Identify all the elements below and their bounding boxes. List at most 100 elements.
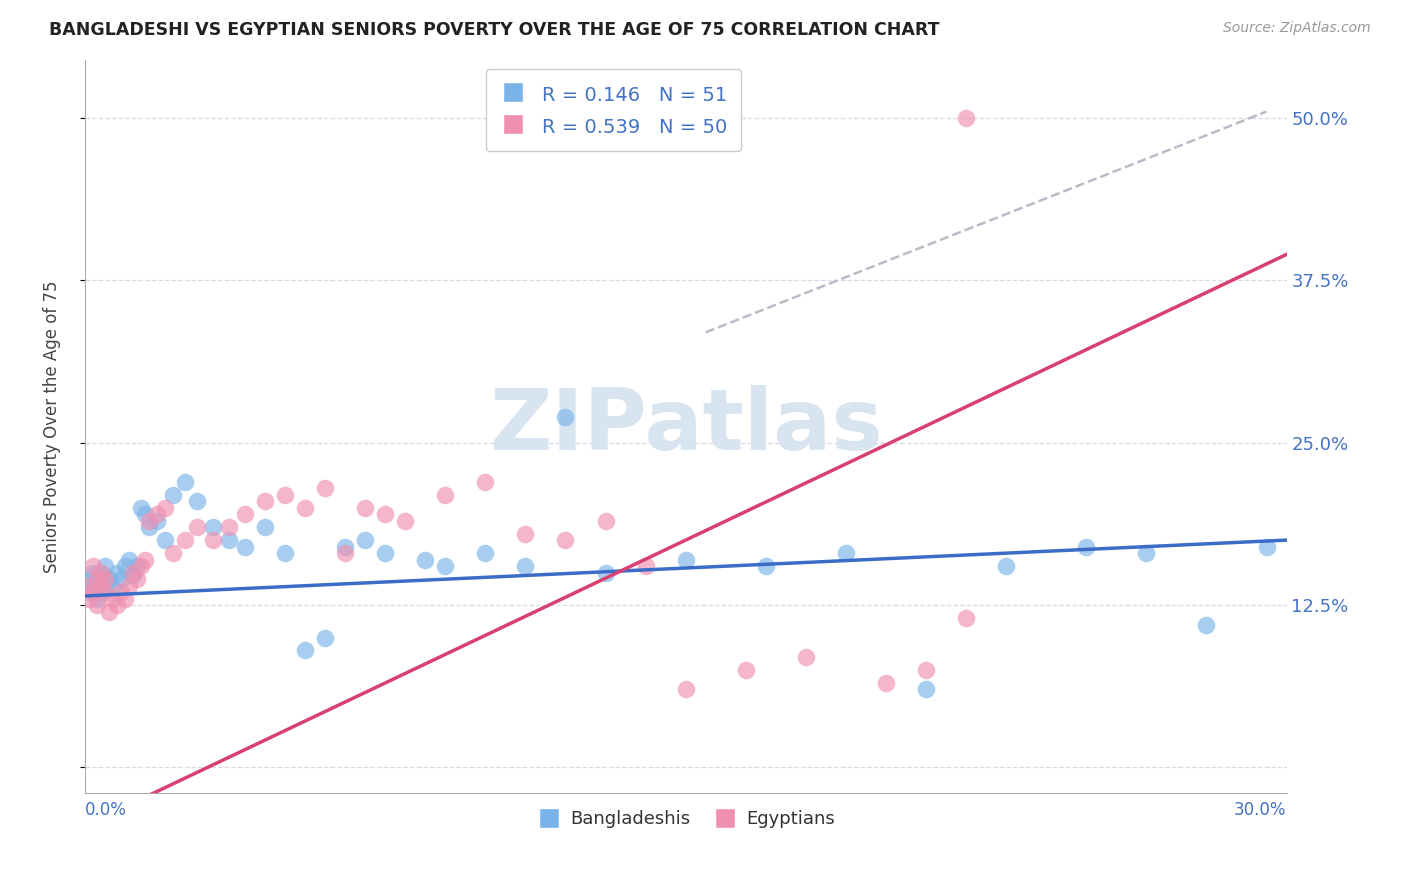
- Point: [1135, 546, 1157, 560]
- Point: [434, 559, 457, 574]
- Y-axis label: Seniors Poverty Over the Age of 75: Seniors Poverty Over the Age of 75: [44, 280, 60, 573]
- Point: [474, 546, 496, 560]
- Point: [554, 409, 576, 424]
- Point: [253, 494, 276, 508]
- Point: [114, 591, 136, 606]
- Point: [1195, 617, 1218, 632]
- Legend: Bangladeshis, Egyptians: Bangladeshis, Egyptians: [529, 803, 842, 836]
- Point: [162, 546, 184, 560]
- Point: [121, 566, 143, 580]
- Point: [675, 682, 697, 697]
- Point: [794, 650, 817, 665]
- Point: [186, 520, 208, 534]
- Point: [294, 500, 316, 515]
- Point: [294, 643, 316, 657]
- Point: [218, 533, 240, 548]
- Point: [201, 533, 224, 548]
- Point: [835, 546, 858, 560]
- Point: [314, 481, 336, 495]
- Point: [1076, 540, 1098, 554]
- Text: BANGLADESHI VS EGYPTIAN SENIORS POVERTY OVER THE AGE OF 75 CORRELATION CHART: BANGLADESHI VS EGYPTIAN SENIORS POVERTY …: [49, 21, 939, 39]
- Point: [86, 598, 108, 612]
- Point: [90, 578, 112, 592]
- Point: [515, 559, 537, 574]
- Point: [274, 546, 297, 560]
- Point: [515, 526, 537, 541]
- Point: [105, 566, 128, 580]
- Point: [121, 568, 143, 582]
- Point: [114, 559, 136, 574]
- Point: [233, 540, 256, 554]
- Point: [94, 585, 117, 599]
- Point: [90, 566, 112, 580]
- Point: [875, 676, 897, 690]
- Point: [995, 559, 1018, 574]
- Point: [333, 540, 356, 554]
- Point: [129, 559, 152, 574]
- Point: [86, 572, 108, 586]
- Point: [110, 585, 132, 599]
- Point: [915, 663, 938, 677]
- Point: [105, 598, 128, 612]
- Point: [101, 581, 124, 595]
- Point: [153, 533, 176, 548]
- Point: [90, 566, 112, 580]
- Point: [90, 585, 112, 599]
- Point: [186, 494, 208, 508]
- Point: [374, 507, 396, 521]
- Point: [474, 475, 496, 489]
- Point: [77, 572, 100, 586]
- Point: [138, 514, 160, 528]
- Point: [394, 514, 416, 528]
- Point: [118, 578, 141, 592]
- Point: [595, 514, 617, 528]
- Point: [97, 572, 120, 586]
- Point: [125, 559, 148, 574]
- Point: [86, 572, 108, 586]
- Point: [413, 552, 436, 566]
- Point: [94, 572, 117, 586]
- Text: 0.0%: 0.0%: [84, 801, 127, 819]
- Point: [129, 500, 152, 515]
- Point: [201, 520, 224, 534]
- Point: [82, 559, 104, 574]
- Point: [634, 559, 657, 574]
- Text: 30.0%: 30.0%: [1234, 801, 1286, 819]
- Point: [274, 488, 297, 502]
- Point: [554, 533, 576, 548]
- Text: Source: ZipAtlas.com: Source: ZipAtlas.com: [1223, 21, 1371, 36]
- Point: [253, 520, 276, 534]
- Text: ZIPatlas: ZIPatlas: [489, 385, 883, 468]
- Point: [173, 533, 195, 548]
- Point: [374, 546, 396, 560]
- Point: [97, 605, 120, 619]
- Point: [125, 572, 148, 586]
- Point: [675, 552, 697, 566]
- Point: [354, 500, 377, 515]
- Point: [233, 507, 256, 521]
- Point: [82, 566, 104, 580]
- Point: [138, 520, 160, 534]
- Point: [1256, 540, 1278, 554]
- Point: [94, 578, 117, 592]
- Point: [734, 663, 756, 677]
- Point: [77, 578, 100, 592]
- Point: [146, 507, 169, 521]
- Point: [755, 559, 778, 574]
- Point: [82, 585, 104, 599]
- Point: [915, 682, 938, 697]
- Point: [218, 520, 240, 534]
- Point: [333, 546, 356, 560]
- Point: [86, 591, 108, 606]
- Point: [173, 475, 195, 489]
- Point: [118, 552, 141, 566]
- Point: [82, 578, 104, 592]
- Point: [162, 488, 184, 502]
- Point: [354, 533, 377, 548]
- Point: [955, 111, 977, 125]
- Point: [110, 572, 132, 586]
- Point: [134, 507, 156, 521]
- Point: [101, 591, 124, 606]
- Point: [955, 611, 977, 625]
- Point: [77, 585, 100, 599]
